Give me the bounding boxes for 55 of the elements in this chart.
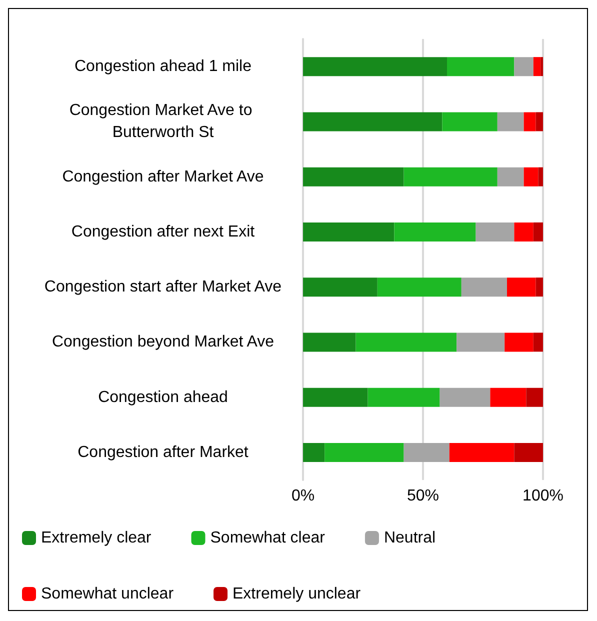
bar (461, 278, 507, 297)
bar (303, 167, 404, 186)
bar (303, 222, 394, 242)
bar (303, 278, 378, 297)
bar (524, 112, 536, 132)
bar (533, 332, 543, 352)
bar (377, 278, 462, 297)
bar (524, 167, 538, 186)
bar (303, 57, 447, 76)
bar (303, 388, 368, 407)
bar (394, 222, 476, 242)
bar (538, 167, 543, 186)
y-tick-label: Congestion after Market Ave (62, 168, 264, 186)
bar (449, 442, 514, 462)
legend-label: Extremely unclear (232, 586, 362, 602)
legend-label: Somewhat clear (210, 530, 326, 546)
bar (536, 112, 543, 132)
bar (526, 388, 543, 407)
bar (303, 442, 325, 462)
y-tick-label: Congestion ahead 1 mile (74, 58, 252, 76)
y-tick-label: Congestion beyond Market Ave (52, 334, 274, 351)
bar (497, 167, 524, 186)
bar (514, 442, 543, 462)
bar (536, 278, 543, 297)
y-tick-label: Congestion after Market (78, 444, 249, 461)
x-tick-label: 100% (522, 488, 564, 504)
legend-label: Neutral (384, 530, 436, 546)
bar (533, 222, 543, 242)
legend-label: Extremely clear (41, 530, 152, 546)
bar (533, 57, 541, 76)
bar (490, 388, 526, 407)
bar (507, 278, 536, 297)
y-tick-label: Congestion Market Ave to Butterworth St (69, 102, 257, 142)
bar (404, 167, 498, 186)
legend-label: Somewhat unclear (41, 586, 174, 602)
bar (514, 57, 534, 76)
bar (504, 332, 534, 352)
y-tick-label: Congestion after next Exit (71, 223, 256, 240)
y-tick-label: Congestion start after Market Ave (44, 278, 282, 296)
bar (368, 388, 440, 407)
bar (303, 332, 356, 352)
bar (514, 222, 534, 242)
y-tick-label: Congestion ahead (98, 388, 228, 406)
bar (456, 332, 505, 352)
bar (476, 222, 514, 242)
bar (404, 442, 450, 462)
bar (442, 112, 498, 132)
bar (440, 388, 490, 407)
bar (356, 332, 457, 352)
bar (447, 57, 514, 76)
bar (324, 442, 404, 462)
x-tick-label: 50% (406, 488, 440, 504)
bar (497, 112, 524, 132)
x-tick-label: 0% (291, 488, 315, 504)
bar (303, 112, 442, 132)
